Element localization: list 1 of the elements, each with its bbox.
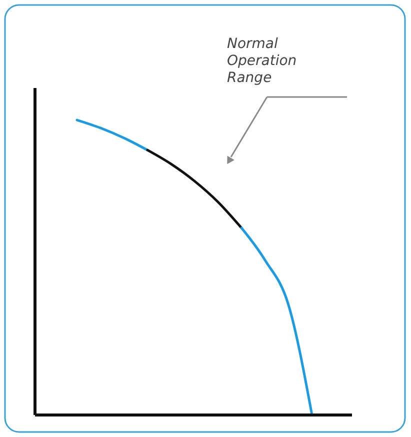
text: Normal Operation Range: [227, 36, 297, 86]
